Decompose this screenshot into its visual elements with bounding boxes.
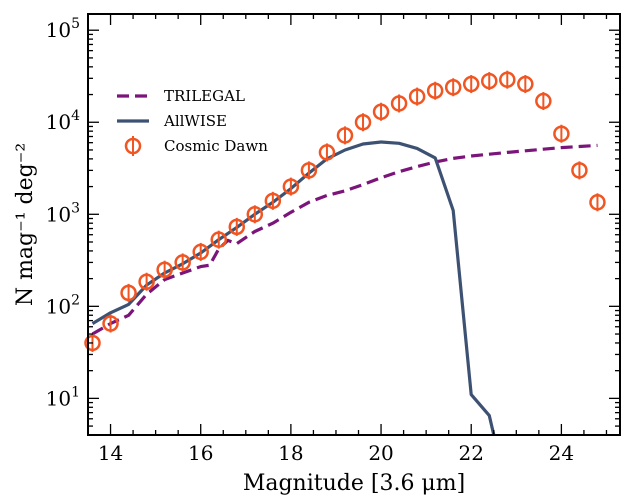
cosmic-dawn-point xyxy=(300,162,318,179)
y-tick-exponent: 2 xyxy=(71,292,80,308)
cosmic-dawn-point xyxy=(589,194,606,211)
y-tick-label: 103 xyxy=(46,200,80,226)
x-tick-label: 24 xyxy=(549,441,574,465)
cosmic-dawn-point xyxy=(84,334,101,352)
x-tick-label: 16 xyxy=(188,441,213,465)
series-layer xyxy=(84,70,606,436)
cosmic-dawn-point xyxy=(462,75,480,93)
cosmic-dawn-point xyxy=(120,284,137,302)
cosmic-dawn-point xyxy=(228,218,246,236)
cosmic-dawn-point xyxy=(499,71,516,88)
cosmic-dawn-point xyxy=(282,178,300,195)
cosmic-dawn-point xyxy=(318,144,336,161)
cosmic-dawn-point xyxy=(553,125,570,142)
cosmic-dawn-point xyxy=(102,315,119,332)
y-tick-label: 101 xyxy=(46,384,80,410)
cosmic-dawn-point xyxy=(354,113,372,131)
cosmic-dawn-point xyxy=(517,75,534,93)
cosmic-dawn-point xyxy=(192,243,209,261)
cosmic-dawn-point xyxy=(481,72,498,90)
cosmic-dawn-point xyxy=(535,92,552,110)
y-axis-label: N mag⁻¹ deg⁻² xyxy=(13,143,38,306)
cosmic-dawn-point xyxy=(210,231,227,248)
cosmic-dawn-point xyxy=(372,103,390,121)
cosmic-dawn-point xyxy=(390,95,408,112)
legend-marker-cosmic-dawn xyxy=(124,137,142,155)
y-tick-exponent: 5 xyxy=(71,16,80,32)
y-tick-exponent: 1 xyxy=(71,384,80,400)
cosmic-dawn-point xyxy=(336,127,354,144)
trilegal-line xyxy=(91,143,598,336)
x-tick-label: 18 xyxy=(278,441,303,465)
x-tick-label: 14 xyxy=(98,441,123,465)
x-tick-label: 20 xyxy=(368,441,393,465)
cosmic-dawn-point xyxy=(138,273,155,290)
cosmic-dawn-point xyxy=(156,261,173,278)
legend-label: AllWISE xyxy=(163,112,227,130)
cosmic-dawn-point xyxy=(174,254,191,271)
legend-label: TRILEGAL xyxy=(164,87,245,105)
cosmic-dawn-point xyxy=(571,162,588,179)
y-tick-label: 104 xyxy=(46,108,80,134)
plot-frame xyxy=(87,13,621,436)
cosmic-dawn-point xyxy=(264,192,282,210)
cosmic-dawn-point xyxy=(426,82,444,99)
y-tick-exponent: 4 xyxy=(71,108,80,124)
x-axis-label: Magnitude [3.6 μm] xyxy=(243,471,465,496)
y-tick-exponent: 3 xyxy=(71,200,80,216)
y-tick-label: 102 xyxy=(46,292,80,318)
y-tick-label: 105 xyxy=(46,16,80,42)
x-tick-label: 22 xyxy=(458,441,483,465)
cosmic-dawn-point xyxy=(408,88,426,105)
legend: TRILEGAL AllWISE Cosmic Dawn xyxy=(117,87,268,156)
cosmic-dawn-point xyxy=(246,206,264,223)
legend-label: Cosmic Dawn xyxy=(164,137,268,155)
cosmic-dawn-point xyxy=(444,79,462,96)
